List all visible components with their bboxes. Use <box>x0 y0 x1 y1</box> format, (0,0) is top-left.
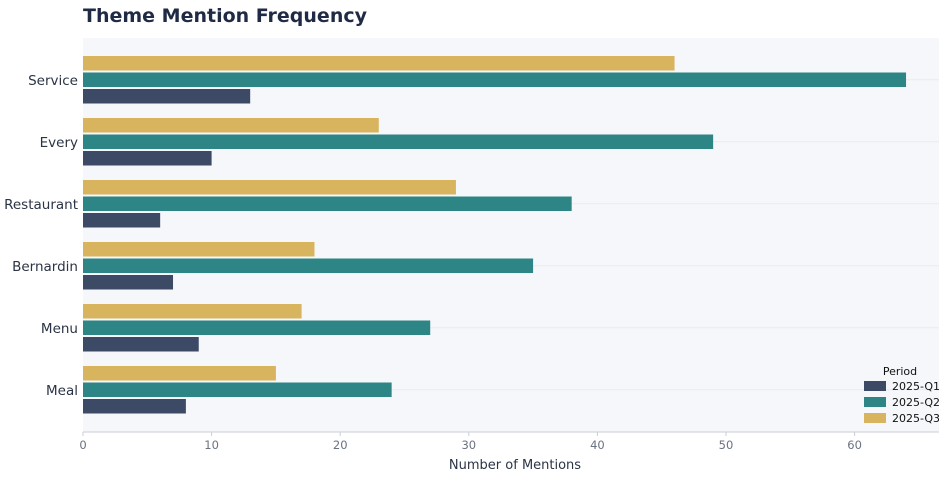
x-tick-label: 20 <box>333 438 348 452</box>
bar-service-2025-q2 <box>83 72 907 87</box>
bar-every-2025-q3 <box>83 118 379 133</box>
bar-service-2025-q3 <box>83 56 675 71</box>
category-label: Every <box>40 135 78 151</box>
bar-restaurant-2025-q3 <box>83 180 456 195</box>
x-tick-label: 60 <box>847 438 862 452</box>
bar-bernardin-2025-q2 <box>83 258 534 273</box>
bars <box>83 56 907 414</box>
x-tick-label: 40 <box>590 438 605 452</box>
bar-menu-2025-q3 <box>83 304 302 319</box>
bar-service-2025-q1 <box>83 89 251 104</box>
bar-meal-2025-q3 <box>83 366 276 381</box>
category-label: Menu <box>41 321 78 337</box>
x-ticks: 0 10 20 30 40 50 60 <box>79 432 862 452</box>
category-label: Restaurant <box>4 197 78 213</box>
x-tick-label: 30 <box>461 438 476 452</box>
x-tick-label: 0 <box>79 438 86 452</box>
bar-bernardin-2025-q1 <box>83 275 174 290</box>
bar-menu-2025-q2 <box>83 320 431 335</box>
category-label: Service <box>28 73 78 89</box>
bar-every-2025-q2 <box>83 134 714 149</box>
bar-menu-2025-q1 <box>83 337 199 352</box>
category-label: Bernardin <box>12 259 78 275</box>
x-axis-title: Number of Mentions <box>449 458 581 473</box>
bar-bernardin-2025-q3 <box>83 242 315 257</box>
legend-label: 2025-Q3 <box>892 412 939 425</box>
legend-title: Period <box>883 365 917 378</box>
bar-meal-2025-q2 <box>83 382 392 397</box>
x-tick-label: 10 <box>204 438 219 452</box>
legend-label: 2025-Q2 <box>892 396 939 409</box>
legend-swatch <box>864 413 886 423</box>
legend: Period 2025-Q1 2025-Q2 2025-Q3 <box>864 365 939 425</box>
chart-title: Theme Mention Frequency <box>83 5 367 27</box>
category-labels: Service Every Restaurant Bernardin Menu Meal <box>4 73 78 399</box>
bar-meal-2025-q1 <box>83 399 186 414</box>
legend-label: 2025-Q1 <box>892 380 939 393</box>
category-label: Meal <box>46 383 78 399</box>
legend-swatch <box>864 397 886 407</box>
x-tick-label: 50 <box>719 438 734 452</box>
bar-restaurant-2025-q2 <box>83 196 572 211</box>
legend-swatch <box>864 381 886 391</box>
bar-every-2025-q1 <box>83 151 212 166</box>
bar-restaurant-2025-q1 <box>83 213 161 228</box>
